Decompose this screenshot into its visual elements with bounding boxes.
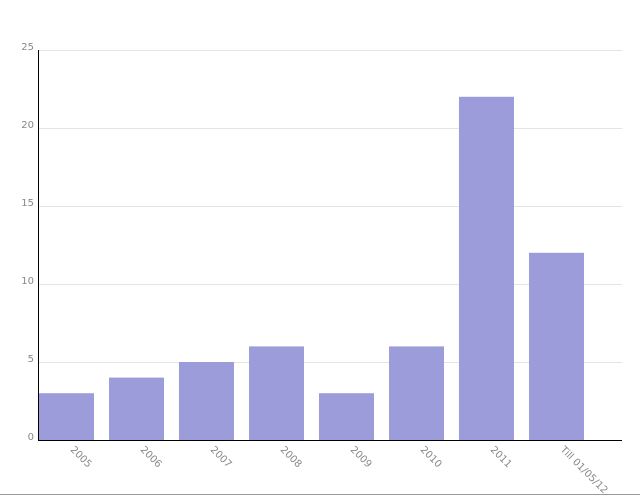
- x-tick-label: 2009: [348, 444, 374, 470]
- y-tick-label: 10: [21, 276, 34, 287]
- x-tick-label: 2008: [278, 444, 304, 470]
- bar: [109, 377, 164, 440]
- y-tick-label: 5: [28, 354, 34, 365]
- bar: [389, 346, 444, 440]
- y-tick-label: 20: [21, 120, 34, 131]
- y-tick-label: 0: [28, 432, 34, 443]
- x-tick-label: 2010: [418, 444, 444, 470]
- x-tick-label: Till 01/05/12: [557, 444, 609, 496]
- bar: [319, 393, 374, 440]
- y-tick-label: 15: [21, 198, 34, 209]
- bar: [39, 393, 94, 440]
- bar: [529, 252, 584, 440]
- x-tick-label: 2011: [488, 444, 514, 470]
- x-tick-label: 2006: [138, 444, 164, 470]
- bar: [459, 96, 514, 441]
- x-tick-label: 2007: [208, 444, 234, 470]
- x-tick-label: 2005: [68, 444, 94, 470]
- y-tick-label: 25: [21, 42, 34, 53]
- bar: [249, 346, 304, 440]
- bar: [179, 362, 234, 440]
